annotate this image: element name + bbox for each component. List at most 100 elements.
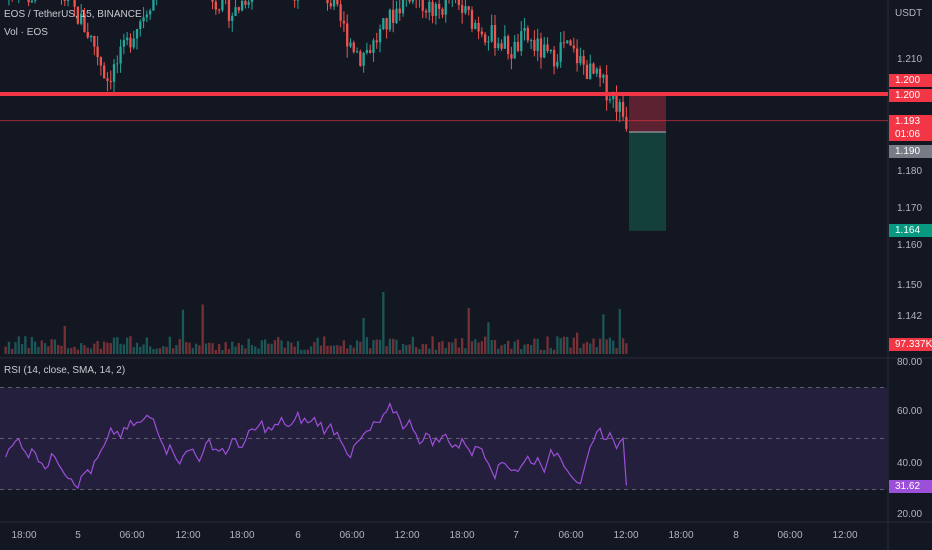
volume-bar	[165, 346, 168, 354]
candle-body	[401, 0, 405, 14]
rsi-title[interactable]: RSI (14, close, SMA, 14, 2)	[4, 365, 126, 376]
candle-body	[503, 36, 506, 49]
candle-body	[76, 6, 80, 24]
volume-bar	[306, 349, 309, 354]
candle-body	[349, 42, 352, 47]
level-price-tag: 1.200	[889, 74, 932, 87]
candle-body	[336, 0, 339, 5]
rsi-tick: 80.00	[897, 357, 923, 368]
price-tick: 1.150	[897, 280, 923, 291]
bar-countdown: 01:06	[889, 128, 932, 141]
volume-title[interactable]: Vol · EOS	[4, 27, 48, 38]
volume-bar	[168, 336, 172, 354]
candle-body	[408, 0, 411, 2]
candle-body	[608, 99, 612, 101]
volume-bar	[585, 341, 589, 354]
price-tick: 1.160	[897, 240, 923, 251]
candle-body	[142, 17, 145, 22]
volume-bar	[529, 345, 533, 354]
volume-bar	[447, 342, 451, 354]
volume-bar	[313, 342, 316, 354]
candle-body	[119, 46, 122, 64]
volume-bar	[536, 338, 539, 354]
candle-body	[483, 34, 487, 43]
volume-bar	[444, 348, 447, 354]
volume-bar	[605, 339, 608, 354]
volume-bar	[109, 343, 112, 354]
price-tick: 1.180	[897, 166, 923, 177]
candle-body	[352, 42, 355, 53]
volume-bar	[106, 342, 109, 354]
volume-bar	[217, 343, 221, 354]
candle-body	[385, 18, 388, 30]
volume-bar	[349, 344, 352, 354]
volume-bar	[221, 349, 224, 354]
volume-bar	[316, 337, 319, 354]
candle-body	[293, 0, 296, 1]
symbol-title[interactable]: EOS / TetherUS, 15, BINANCE	[4, 9, 142, 20]
volume-bar	[539, 349, 543, 354]
candle-body	[217, 9, 221, 11]
volume-bar	[201, 304, 204, 354]
volume-bar	[273, 340, 277, 354]
volume-bar	[135, 342, 139, 354]
candle-body	[460, 5, 464, 13]
candle-body	[99, 57, 103, 66]
candle-body	[66, 0, 70, 1]
candle-body	[513, 41, 516, 59]
candle-body	[388, 9, 392, 30]
candle-body	[536, 38, 539, 51]
volume-bar	[369, 348, 372, 354]
volume-bar	[270, 343, 273, 354]
volume-bar	[549, 347, 552, 354]
volume-bar	[483, 336, 487, 354]
candle-body	[332, 0, 336, 7]
volume-bar	[70, 347, 73, 354]
time-label: 5	[75, 530, 81, 541]
candle-body	[326, 0, 329, 4]
volume-value-tag: 97.337K	[889, 338, 932, 351]
candle-body	[625, 116, 628, 129]
volume-bar	[579, 347, 582, 354]
volume-bar	[319, 345, 323, 354]
volume-bar	[431, 336, 434, 354]
volume-bar	[89, 348, 93, 354]
candle-body	[132, 38, 135, 48]
candle-body	[618, 102, 621, 112]
volume-bar	[595, 347, 598, 354]
volume-bar	[421, 343, 424, 354]
volume-bar	[122, 344, 126, 354]
volume-bar	[470, 341, 474, 354]
candle-body	[375, 40, 378, 43]
volume-bar	[103, 341, 106, 354]
volume-bar	[227, 349, 231, 354]
candle-body	[572, 45, 575, 49]
candle-body	[73, 0, 76, 7]
volume-bar	[378, 339, 382, 354]
candle-body	[329, 3, 332, 7]
candle-body	[126, 37, 129, 41]
volume-bar	[99, 348, 103, 354]
volume-bar	[533, 338, 536, 354]
volume-bar	[503, 344, 506, 354]
candle-body	[529, 40, 533, 42]
volume-bar	[480, 341, 484, 354]
volume-bar	[234, 346, 237, 354]
volume-bar	[280, 340, 283, 354]
candle-body	[369, 50, 372, 53]
volume-bar	[477, 342, 480, 354]
level-price-tag: 1.200	[889, 89, 932, 102]
volume-bar	[543, 349, 546, 354]
entry-price-tag: 1.190	[889, 145, 932, 158]
volume-bar	[405, 345, 408, 354]
volume-bar	[152, 349, 155, 354]
candle-body	[562, 42, 566, 44]
volume-bar	[365, 337, 369, 354]
volume-bar	[618, 309, 621, 354]
candle-body	[602, 74, 605, 78]
candle-body	[247, 2, 250, 5]
time-label: 12:00	[832, 530, 858, 541]
volume-bar	[336, 345, 339, 354]
candle-body	[569, 40, 572, 46]
